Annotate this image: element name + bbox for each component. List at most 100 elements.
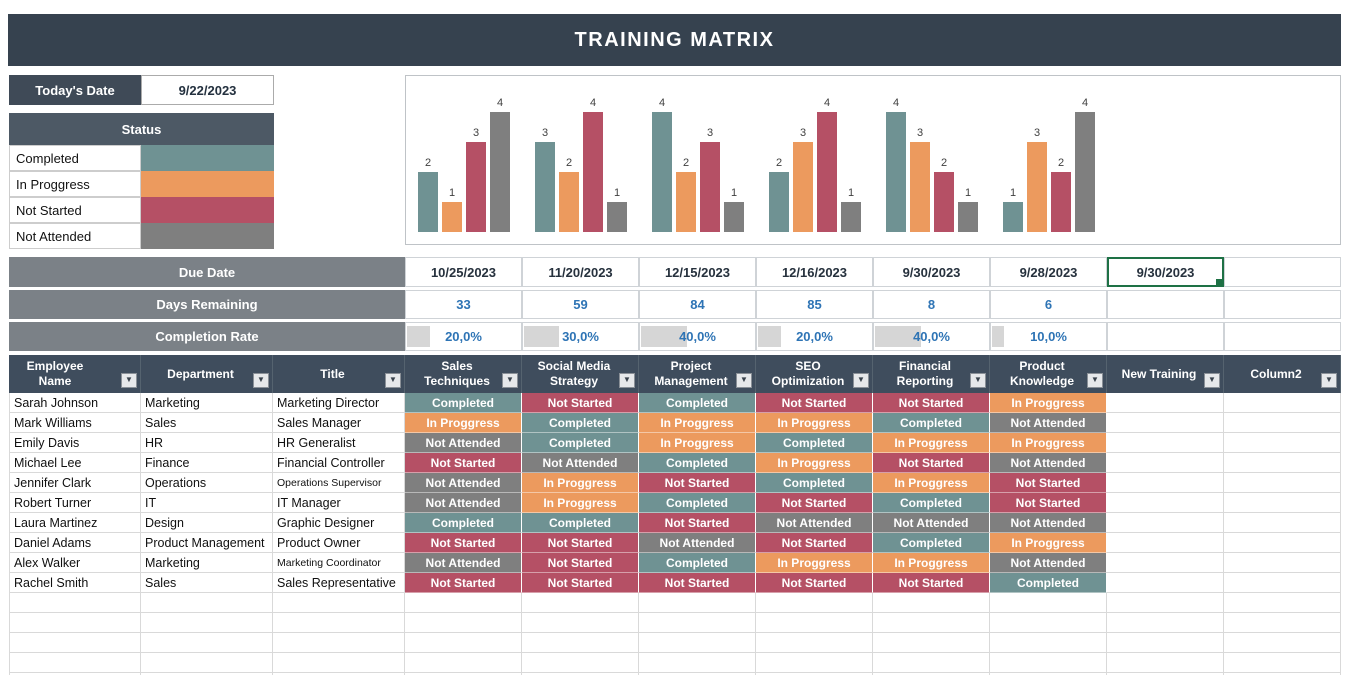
status-cell-notattended[interactable]: Not Attended [990,453,1107,473]
title-cell[interactable]: Marketing Director [273,393,405,413]
status-cell-inprogress[interactable]: In Proggress [756,453,873,473]
empty-cell[interactable] [273,673,405,675]
days-remaining-cell[interactable]: 59 [522,290,639,319]
status-cell-notstarted[interactable]: Not Started [522,573,639,593]
status-cell-inprogress[interactable]: In Proggress [990,433,1107,453]
selection-handle[interactable] [1215,278,1222,285]
empty-cell[interactable] [273,613,405,633]
empty-cell[interactable] [1107,593,1224,613]
status-cell-inprogress[interactable]: In Proggress [990,393,1107,413]
empty-cell[interactable] [405,593,522,613]
department-cell[interactable]: Design [141,513,273,533]
empty-cell[interactable] [756,653,873,673]
status-cell-inprogress[interactable]: In Proggress [639,433,756,453]
filter-dropdown-icon[interactable]: ▼ [502,373,518,388]
title-cell[interactable]: Graphic Designer [273,513,405,533]
empty-cell[interactable] [990,673,1107,675]
status-cell-notattended[interactable]: Not Attended [990,413,1107,433]
empty-cell[interactable] [756,613,873,633]
status-cell-completed[interactable]: Completed [522,413,639,433]
empty-cell[interactable] [873,613,990,633]
empty-cell[interactable] [1224,413,1341,433]
empty-cell[interactable] [1107,653,1224,673]
employee-name-cell[interactable]: Michael Lee [9,453,141,473]
empty-cell[interactable] [405,613,522,633]
empty-cell[interactable] [9,633,141,653]
status-cell-completed[interactable]: Completed [405,393,522,413]
empty-cell[interactable] [1107,413,1224,433]
employee-name-cell[interactable]: Robert Turner [9,493,141,513]
filter-dropdown-icon[interactable]: ▼ [1087,373,1103,388]
department-cell[interactable]: Sales [141,413,273,433]
empty-cell[interactable] [522,613,639,633]
title-cell[interactable]: Operations Supervisor [273,473,405,493]
empty-cell[interactable] [1224,593,1341,613]
empty-cell[interactable] [1107,673,1224,675]
empty-cell[interactable] [1107,473,1224,493]
status-cell-notstarted[interactable]: Not Started [990,473,1107,493]
title-cell[interactable]: Marketing Coordinator [273,553,405,573]
days-remaining-cell[interactable]: 85 [756,290,873,319]
status-cell-notstarted[interactable]: Not Started [756,533,873,553]
status-cell-inprogress[interactable]: In Proggress [639,413,756,433]
completion-rate-cell[interactable]: 30,0% [522,322,639,351]
empty-cell[interactable] [273,633,405,653]
filter-dropdown-icon[interactable]: ▼ [853,373,869,388]
empty-cell[interactable] [1107,433,1224,453]
empty-cell[interactable] [990,613,1107,633]
filter-dropdown-icon[interactable]: ▼ [736,373,752,388]
completion-rate-cell[interactable]: 40,0% [639,322,756,351]
status-cell-completed[interactable]: Completed [873,533,990,553]
filter-dropdown-icon[interactable]: ▼ [385,373,401,388]
due-date-cell[interactable]: 9/30/2023 [873,257,990,287]
empty-cell[interactable] [1224,473,1341,493]
status-cell-notattended[interactable]: Not Attended [405,433,522,453]
status-cell-completed[interactable]: Completed [522,433,639,453]
status-cell-notstarted[interactable]: Not Started [990,493,1107,513]
due-date-cell[interactable]: 11/20/2023 [522,257,639,287]
employee-name-cell[interactable]: Rachel Smith [9,573,141,593]
status-cell-completed[interactable]: Completed [405,513,522,533]
empty-cell[interactable] [1224,573,1341,593]
status-cell-completed[interactable]: Completed [756,473,873,493]
empty-cell[interactable] [990,653,1107,673]
empty-cell[interactable] [1107,633,1224,653]
status-cell-notattended[interactable]: Not Attended [990,513,1107,533]
filter-dropdown-icon[interactable]: ▼ [1204,373,1220,388]
department-cell[interactable]: IT [141,493,273,513]
employee-name-cell[interactable]: Emily Davis [9,433,141,453]
status-cell-inprogress[interactable]: In Proggress [756,413,873,433]
empty-cell[interactable] [1224,513,1341,533]
status-cell-inprogress[interactable]: In Proggress [756,553,873,573]
due-date-cell[interactable]: 12/15/2023 [639,257,756,287]
status-cell-notstarted[interactable]: Not Started [522,533,639,553]
employee-name-cell[interactable]: Alex Walker [9,553,141,573]
completion-rate-cell[interactable]: 20,0% [756,322,873,351]
status-cell-notstarted[interactable]: Not Started [522,553,639,573]
empty-cell[interactable] [1107,533,1224,553]
status-cell-completed[interactable]: Completed [756,433,873,453]
status-cell-inprogress[interactable]: In Proggress [990,533,1107,553]
empty-cell[interactable] [639,653,756,673]
empty-cell[interactable] [522,593,639,613]
status-cell-notstarted[interactable]: Not Started [405,533,522,553]
status-cell-notstarted[interactable]: Not Started [639,513,756,533]
status-cell-notattended[interactable]: Not Attended [405,473,522,493]
title-cell[interactable]: Sales Manager [273,413,405,433]
empty-cell[interactable] [522,653,639,673]
empty-cell[interactable] [756,633,873,653]
empty-cell[interactable] [522,673,639,675]
filter-dropdown-icon[interactable]: ▼ [253,373,269,388]
title-cell[interactable]: Sales Representative [273,573,405,593]
days-remaining-cell[interactable]: 84 [639,290,756,319]
department-cell[interactable]: Marketing [141,393,273,413]
due-date-cell-new-training-selected[interactable]: 9/30/2023 [1107,257,1224,287]
empty-cell[interactable] [1224,653,1341,673]
empty-cell[interactable] [1224,673,1341,675]
status-cell-inprogress[interactable]: In Proggress [522,493,639,513]
days-remaining-cell[interactable]: 33 [405,290,522,319]
title-cell[interactable]: Financial Controller [273,453,405,473]
empty-cell[interactable] [1224,493,1341,513]
status-cell-notattended[interactable]: Not Attended [756,513,873,533]
department-cell[interactable]: Sales [141,573,273,593]
